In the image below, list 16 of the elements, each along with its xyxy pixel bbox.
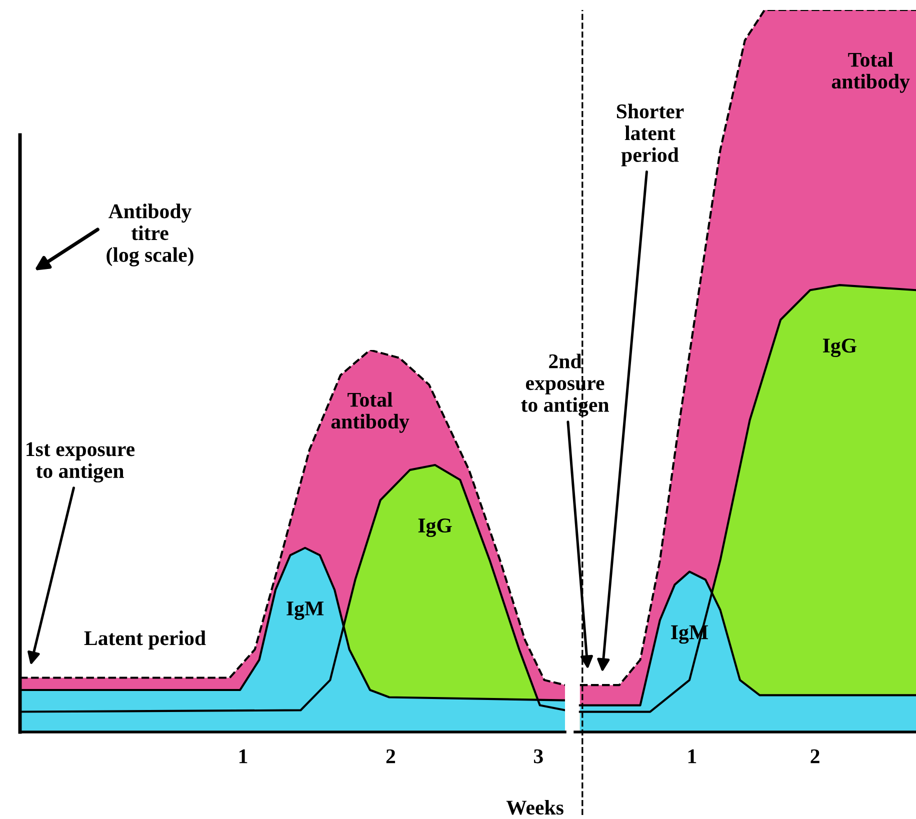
x-tick-label: 3 [534, 749, 543, 764]
series-label: IgG [823, 338, 856, 358]
series-label: Total antibody [331, 392, 410, 433]
x-tick-label: 2 [386, 749, 396, 764]
annotation: Shorter latent period [616, 104, 684, 166]
x-tick-label: 1 [688, 749, 696, 764]
x-tick-label: 1 [239, 749, 248, 764]
annotation: Latent period [84, 630, 206, 650]
series-label: Total antibody [832, 52, 910, 93]
y-axis-title: Antibody titre (log scale) [106, 204, 194, 266]
series-label: IgM [286, 602, 324, 620]
x-tick-label: 2 [810, 749, 820, 764]
annotation: 1st exposure to antigen [26, 442, 135, 482]
x-axis-title: Weeks [506, 800, 564, 815]
annotation: 2nd exposure to antigen [521, 354, 609, 416]
series-label: IgG [418, 518, 452, 537]
